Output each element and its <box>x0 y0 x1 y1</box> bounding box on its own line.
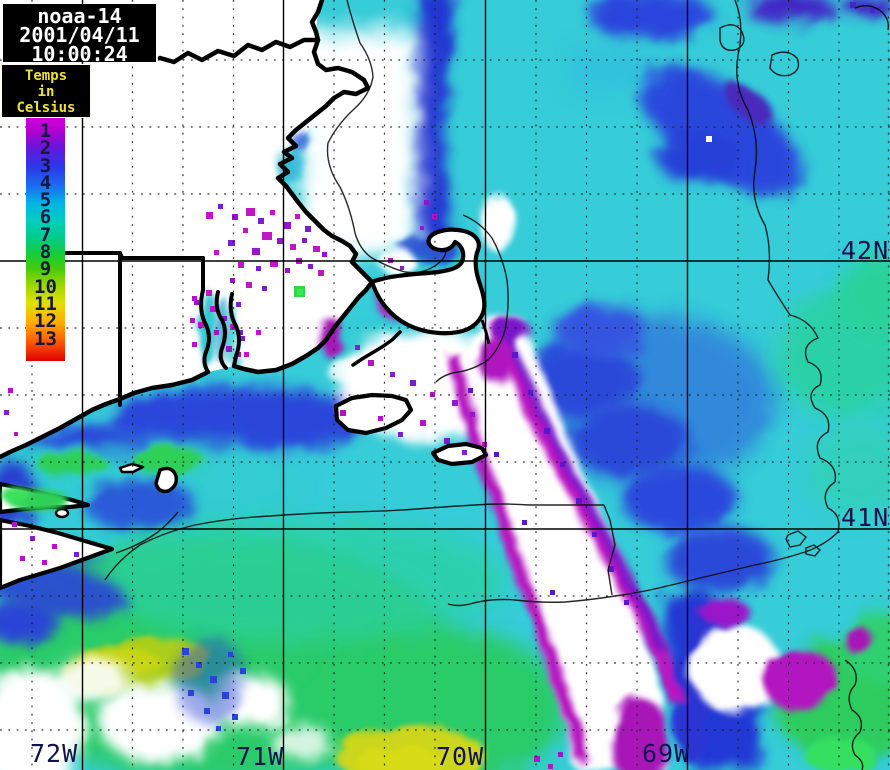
satellite-name: noaa-14 <box>37 4 122 28</box>
legend-title: Temps in Celsius <box>1 64 91 118</box>
lon-label-71w: 71W <box>236 742 285 770</box>
buzzards-bay-coast <box>231 279 375 375</box>
fishers-island <box>118 462 145 474</box>
elizabeth-islands <box>351 330 402 367</box>
colorbar-tick: 11 <box>34 293 57 315</box>
massachusetts-coast <box>275 0 375 285</box>
narragansett-bay <box>199 288 211 374</box>
legend-line-3: Celsius <box>16 100 76 116</box>
cape-cod <box>369 227 487 336</box>
narragansett-bay-mid <box>214 290 228 370</box>
colorbar-tick: 8 <box>39 241 52 263</box>
state-border-nh-ma <box>157 37 321 65</box>
lon-label-69w: 69W <box>642 739 691 768</box>
lon-label-70w: 70W <box>436 742 485 770</box>
block-island <box>154 466 179 494</box>
colorbar-tick: 2 <box>39 137 52 159</box>
lat-label-41n: 41N <box>841 503 890 532</box>
colorbar-tick: 6 <box>39 206 52 228</box>
nantucket <box>430 441 489 467</box>
colorbar-tick: 9 <box>39 258 52 280</box>
colorbar-tick: 13 <box>34 328 57 350</box>
capture-time: 10:00:24 <box>31 42 128 66</box>
colorbar-tick: 4 <box>39 172 52 194</box>
narragansett-bay-east <box>228 292 241 368</box>
temperature-colorbar <box>26 118 65 361</box>
lon-label-72w: 72W <box>30 739 79 768</box>
colorbar-tick: 5 <box>39 189 52 211</box>
peconic-warm-water <box>1 487 68 511</box>
lat-label-42n: 42N <box>841 236 890 265</box>
legend-line-2: in <box>37 84 55 100</box>
coastlines <box>0 0 402 460</box>
capture-date: 2001/04/11 <box>19 23 140 47</box>
legend-line-1: Temps <box>24 68 68 84</box>
colorbar-tick: 7 <box>39 224 52 246</box>
satellite-header: noaa-14 2001/04/11 10:00:24 <box>3 4 156 66</box>
colorbar-tick: 3 <box>39 155 52 177</box>
gardiners-island <box>54 507 70 519</box>
ri-ct-coast <box>0 369 211 460</box>
colorbar-tick: 12 <box>34 310 57 332</box>
colorbar-tick: 10 <box>34 276 57 298</box>
colorbar-tick: 1 <box>39 120 52 142</box>
marthas-vineyard <box>333 392 414 436</box>
